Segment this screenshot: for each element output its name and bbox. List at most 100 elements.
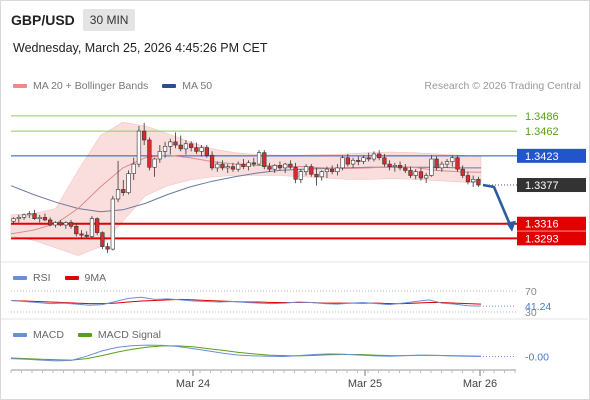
candle-body	[303, 166, 309, 173]
candle-body	[173, 141, 178, 146]
level-label-last: 1.3377	[525, 180, 559, 192]
credit-text: Research © 2026 Trading Central	[424, 80, 581, 92]
candle-body	[220, 163, 225, 169]
level-label-support: 1.3293	[525, 233, 559, 245]
rsi-level-label: 30	[525, 307, 537, 319]
candle-body	[110, 198, 115, 250]
candle-body	[246, 162, 251, 167]
candle-body	[236, 163, 241, 170]
candle-body	[314, 173, 319, 178]
level-label-target: 1.3486	[525, 111, 559, 123]
candle-body	[455, 157, 460, 170]
legend-swatch-macd	[13, 333, 27, 337]
candle-body	[424, 175, 429, 179]
x-axis-tick-label: Mar 25	[348, 378, 382, 390]
candle-body	[225, 166, 230, 169]
candle-body	[413, 171, 418, 176]
candle-body	[387, 163, 392, 167]
legend-label-ma20: MA 20 + Bollinger Bands	[33, 80, 149, 92]
candle-body	[418, 171, 424, 179]
candle-body	[152, 158, 157, 168]
level-label-box-support	[517, 231, 586, 246]
candle-body	[89, 218, 95, 237]
candle-body	[288, 163, 293, 168]
candle-body	[58, 222, 63, 226]
candle-body	[403, 167, 408, 171]
legend-item-rsi: RSI	[13, 272, 51, 284]
candle-body	[79, 233, 84, 236]
candle-body	[283, 163, 288, 169]
candle-body	[330, 168, 335, 173]
legend-item-macd-signal: MACD Signal	[77, 329, 161, 341]
macd-last-label: -0.00	[525, 352, 549, 364]
level-label-support: 1.3316	[525, 219, 559, 231]
legend-label-macd: MACD	[33, 329, 64, 341]
legend-swatch-rsi	[13, 276, 27, 280]
candle-body	[324, 168, 330, 173]
candle-body	[251, 162, 256, 165]
candle-body	[53, 222, 58, 226]
candle-body	[262, 152, 267, 167]
candle-body	[476, 179, 481, 186]
candle-body	[168, 141, 173, 147]
candle-body	[115, 189, 121, 200]
candle-body	[450, 157, 455, 162]
candle-body	[84, 234, 89, 237]
rsi-level-label: 70	[525, 286, 537, 298]
candle-body	[42, 217, 48, 221]
candle-body	[350, 159, 356, 165]
rsi-line	[10, 296, 482, 307]
candle-body	[465, 175, 471, 183]
candle-body	[121, 189, 126, 193]
candle-body	[429, 158, 434, 176]
candle-body	[397, 165, 403, 169]
rsi-last-label: 41.24	[525, 301, 551, 313]
candle-body	[204, 147, 209, 156]
candle-body	[11, 218, 16, 222]
legend-item-ma20: MA 20 + Bollinger Bands	[13, 80, 148, 92]
x-axis-tick-label: Mar 26	[463, 378, 497, 390]
legend-swatch-9ma	[64, 276, 79, 280]
candle-body	[157, 151, 162, 160]
candle-body	[345, 157, 350, 165]
legend-item-9ma: 9MA	[64, 272, 106, 284]
candle-body	[199, 147, 204, 152]
candle-body	[434, 158, 439, 169]
candle-body	[147, 139, 152, 168]
macd-legend: MACD MACD Signal	[13, 329, 175, 341]
candle-body	[340, 157, 345, 169]
candle-body	[267, 166, 272, 170]
level-label-box-resistance	[517, 148, 586, 163]
currency-pair: GBP/USD	[11, 12, 75, 28]
candle-body	[444, 161, 450, 165]
candle-body	[361, 157, 366, 162]
legend-item-ma50: MA 50	[162, 80, 212, 92]
candle-body	[408, 170, 413, 176]
timeframe-badge[interactable]: 30 MIN	[82, 9, 136, 31]
candle-body	[241, 163, 246, 167]
level-label-resistance: 1.3423	[525, 151, 559, 163]
candle-body	[371, 153, 377, 160]
candle-body	[183, 143, 189, 150]
forecast-arrow	[482, 183, 512, 226]
legend-label-ma50: MA 50	[182, 80, 213, 92]
candle-body	[32, 213, 37, 219]
candle-body	[95, 218, 100, 233]
chart-header: GBP/USD 30 MIN	[11, 9, 136, 31]
candle-body	[27, 213, 32, 216]
level-label-box-support	[517, 216, 586, 231]
candle-body	[230, 166, 236, 170]
candle-body	[142, 130, 147, 141]
candle-body	[136, 130, 142, 165]
price-legend: MA 20 + Bollinger Bands MA 50	[13, 80, 226, 92]
candle-body	[439, 163, 444, 169]
candle-body	[131, 163, 136, 174]
candle-body	[272, 165, 277, 170]
candle-body	[382, 157, 387, 165]
candle-body	[256, 152, 262, 165]
rsi-legend: RSI 9MA	[13, 272, 120, 284]
candle-body	[298, 171, 303, 180]
candle-body	[366, 157, 371, 160]
candle-body	[194, 147, 199, 152]
